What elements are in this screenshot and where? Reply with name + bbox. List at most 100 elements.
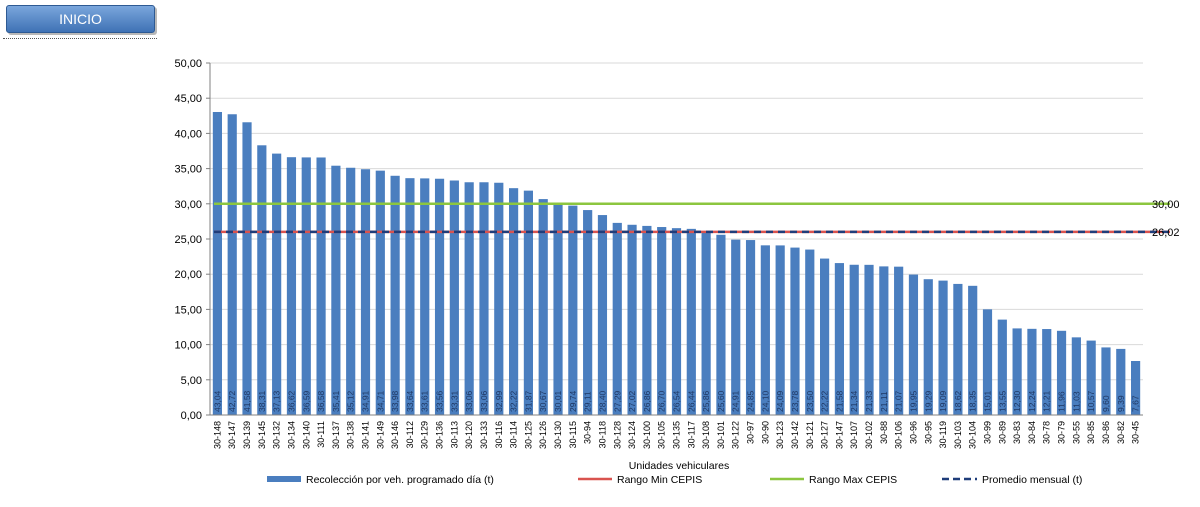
x-tick-label: 30-113 [449,421,459,448]
x-axis: 30-148 30-147 30-139 30-145 30-132 30-134 30-1… [210,414,1143,449]
x-tick-label: 30-108 [701,421,711,449]
x-tick-label: 30-79 [1057,421,1067,444]
x-tick-label: 30-84 [1027,421,1037,444]
bar [1027,328,1037,415]
x-tick-label: 30-139 [242,421,252,449]
bar [1042,329,1052,415]
max-range-value-label: 30,00 [1152,199,1180,211]
data-label: 9,39 [1116,395,1126,412]
bar [612,222,622,415]
bar [538,199,548,415]
x-tick-label: 30-148 [212,421,222,449]
data-label: 15,01 [983,390,993,412]
data-label: 33,31 [449,390,459,412]
x-tick-label: 30-94 [583,421,593,444]
bar [627,224,637,415]
x-tick-label: 30-138 [346,421,356,449]
bar [731,239,741,415]
x-tick-label: 30-103 [953,421,963,449]
bar [257,145,267,415]
data-label: 35,12 [346,390,356,412]
bar [301,157,311,415]
data-label: 24,09 [775,390,785,412]
bar [1101,347,1111,415]
bar [583,210,593,415]
data-label: 21,07 [894,390,904,412]
data-label: 12,21 [1042,390,1052,412]
y-axis: 0,00 5,00 10,00 15,00 20,00 25,00 30,00 35,00 40… [174,58,211,422]
x-tick-label: 30-86 [1101,421,1111,444]
bar [242,122,252,416]
data-label: 24,10 [760,390,770,412]
data-label: 30,01 [553,390,563,412]
bar [997,319,1007,415]
data-label: 36,59 [301,390,311,412]
data-label: 7,67 [1131,395,1141,412]
bar [775,245,785,415]
x-tick-label: 30-78 [1042,421,1052,444]
x-tick-label: 30-146 [390,421,400,449]
legend-label-bars: Recolección por veh. programado día (t) [306,474,494,486]
y-tick-label: 50,00 [174,58,202,70]
bar [346,167,356,415]
bar [479,182,489,415]
data-label: 30,67 [538,390,548,412]
bar [642,225,652,415]
data-label: 21,58 [834,390,844,412]
y-tick-label: 45,00 [174,93,202,105]
x-tick-label: 30-116 [494,421,504,448]
bar [1116,348,1126,415]
bar [227,114,237,416]
x-tick-label: 30-135 [672,421,682,449]
bar [449,180,459,415]
x-tick-label: 30-147 [227,421,237,449]
data-label: 13,55 [997,390,1007,412]
data-label: 23,78 [790,390,800,412]
data-label: 29,11 [583,391,593,412]
x-tick-label: 30-126 [538,421,548,449]
inicio-button[interactable]: INICIO [3,5,157,39]
bar [405,178,415,415]
x-tick-label: 30-117 [686,421,696,448]
data-label: 33,56 [435,390,445,412]
bar [953,283,963,415]
x-tick-label: 30-141 [361,421,371,449]
data-label: 38,31 [257,390,267,412]
x-tick-label: 30-89 [997,421,1007,444]
data-label: 10,57 [1086,390,1096,412]
bar [360,169,371,415]
x-tick-label: 30-129 [420,421,430,449]
y-tick-label: 15,00 [174,304,202,316]
bar [849,264,859,415]
bars: 43,04 42,72 41,58 38,31 37,13 36,62 36,59 36,58… [212,111,1141,416]
x-tick-label: 30-106 [894,421,904,449]
legend-swatch-bars [267,476,301,482]
x-tick-label: 30-124 [627,421,637,449]
reference-lines: 30,00 26,02 [214,199,1180,239]
data-label: 24,91 [731,390,741,412]
legend-label-min: Rango Min CEPIS [617,474,702,486]
bar [553,203,563,415]
x-tick-label: 30-119 [938,421,948,448]
data-label: 32,22 [509,390,519,412]
bar [1056,330,1067,415]
y-tick-label: 40,00 [174,128,202,140]
bar [982,309,993,415]
x-tick-label: 30-132 [272,421,282,449]
y-tick-label: 25,00 [174,234,202,246]
y-tick-label: 20,00 [174,269,202,281]
x-tick-label: 30-142 [790,421,800,449]
bar [568,205,578,415]
data-label: 22,22 [820,390,830,412]
x-tick-label: 30-111 [316,421,326,448]
bar [509,188,519,415]
data-label: 23,50 [805,390,815,412]
data-label: 18,35 [968,390,978,412]
x-tick-label: 30-122 [731,421,741,449]
data-label: 25,60 [716,390,726,412]
x-tick-label: 30-136 [435,421,445,449]
x-tick-label: 30-128 [612,421,622,449]
x-tick-label: 30-107 [849,421,859,449]
x-tick-label: 30-95 [923,421,933,444]
